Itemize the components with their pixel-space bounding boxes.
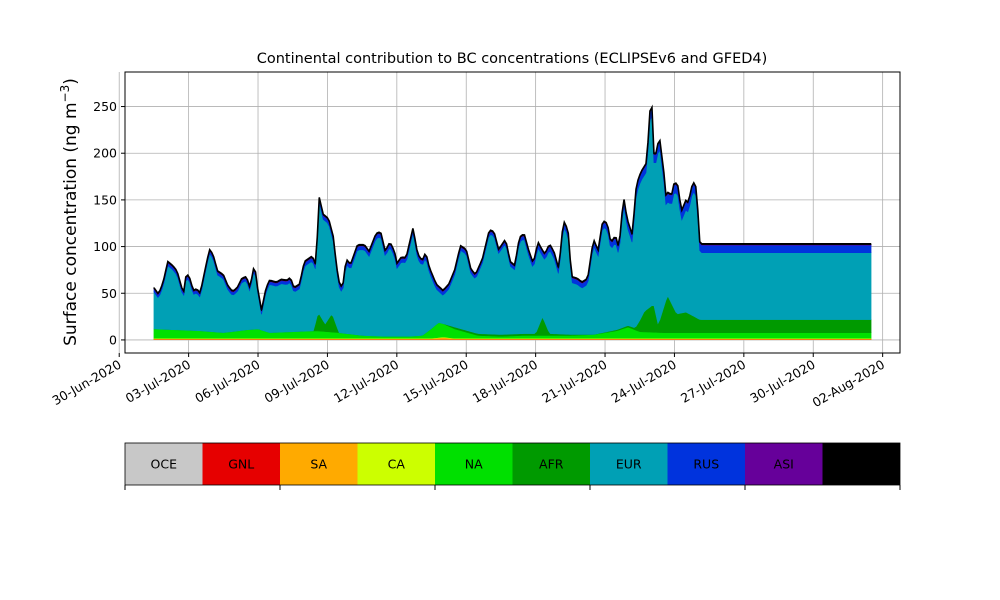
y-tick-label: 200 <box>93 146 117 161</box>
plot-area: 0 50 100 150 200 250 30-Jun-2020 03-Jul-2020 06-… <box>50 71 901 410</box>
legend-item-asi: ASI <box>745 443 823 485</box>
y-axis-label: Surface concentration (ng m−3) <box>58 78 81 346</box>
legend-swatch <box>357 443 435 485</box>
y-axis-label-main: Surface concentration (ng m <box>61 102 81 345</box>
legend-swatch <box>745 443 823 485</box>
stacked-areas <box>153 104 872 341</box>
legend-label: AUS <box>848 457 874 472</box>
y-axis-label-exponent: −3 <box>58 85 72 103</box>
x-tick-label: 15-Jul-2020 <box>400 357 470 406</box>
legend-item-afr: AFR <box>512 443 590 485</box>
x-tick-label: 30-Jul-2020 <box>747 357 817 406</box>
legend-item-aus: AUS <box>822 443 900 485</box>
x-tick-label: 18-Jul-2020 <box>470 357 540 406</box>
y-tick-label: 0 <box>109 332 117 347</box>
x-axis: 30-Jun-2020 03-Jul-2020 06-Jul-2020 09-Jul-… <box>50 353 888 410</box>
legend-swatch <box>822 443 900 485</box>
legend-swatch <box>590 443 668 485</box>
legend-label: SA <box>310 457 327 472</box>
legend-item-gnl: GNL <box>202 443 280 485</box>
y-tick-label: 250 <box>93 99 117 114</box>
legend-label: RUS <box>693 457 719 472</box>
chart-title: Continental contribution to BC concentra… <box>257 51 768 67</box>
legend-label: NA <box>465 457 483 472</box>
x-tick-label: 21-Jul-2020 <box>539 357 609 406</box>
x-tick-label: 06-Jul-2020 <box>192 357 262 406</box>
y-axis-label-close: ) <box>61 78 81 85</box>
legend-label: GNL <box>228 457 254 472</box>
legend-swatch <box>667 443 745 485</box>
legend-swatch <box>280 443 358 485</box>
legend-item-sa: SA <box>280 443 358 485</box>
y-tick-label: 150 <box>93 192 117 207</box>
legend-label: AFR <box>539 457 564 472</box>
x-tick-label: 12-Jul-2020 <box>331 357 401 406</box>
legend-swatch <box>125 443 203 485</box>
legend-item-oce: OCE <box>125 443 203 485</box>
x-tick-label: 24-Jul-2020 <box>609 357 679 406</box>
legend-item-ca: CA <box>357 443 435 485</box>
x-tick-label: 30-Jun-2020 <box>50 357 124 408</box>
legend-item-na: NA <box>435 443 513 485</box>
y-tick-label: 50 <box>101 286 117 301</box>
legend-item-eur: EUR <box>590 443 668 485</box>
x-tick-label: 03-Jul-2020 <box>123 357 193 406</box>
x-tick-label: 09-Jul-2020 <box>262 357 332 406</box>
x-tick-label: 27-Jul-2020 <box>678 357 748 406</box>
legend: OCE GNL SA CA NA AFR EUR RUS ASI AUS <box>124 442 901 490</box>
total-outline <box>153 104 872 311</box>
y-tick-label: 100 <box>93 239 117 254</box>
legend-label: ASI <box>774 457 794 472</box>
legend-swatch <box>435 443 513 485</box>
legend-item-rus: RUS <box>667 443 745 485</box>
legend-frame <box>124 442 901 486</box>
x-tick-label: 02-Aug-2020 <box>810 357 888 410</box>
legend-label: CA <box>388 457 406 472</box>
legend-label: OCE <box>151 457 178 472</box>
plot-frame <box>124 71 901 354</box>
legend-label: EUR <box>616 457 642 472</box>
legend-swatch <box>202 443 280 485</box>
area-eur <box>153 115 872 337</box>
y-axis: 0 50 100 150 200 250 <box>93 99 125 347</box>
legend-swatch <box>512 443 590 485</box>
